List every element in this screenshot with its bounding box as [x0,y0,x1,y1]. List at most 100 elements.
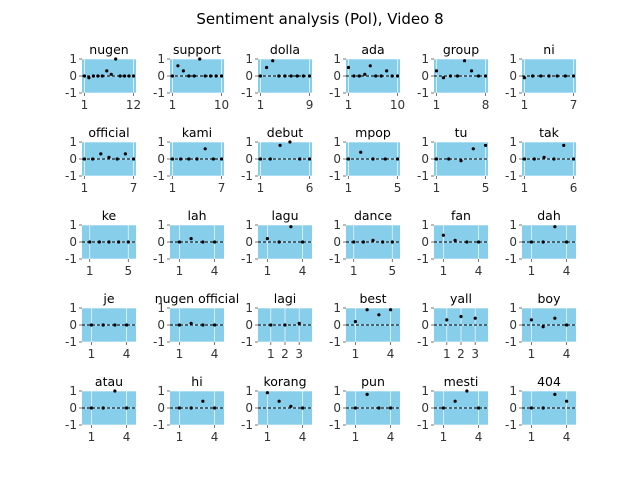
x-tick-label: 1 [528,430,536,444]
data-point [89,406,93,410]
data-point [346,65,351,70]
x-tick-label: 4 [211,264,219,278]
x-tick-label: 1 [528,347,536,361]
panel-title: nugen official [155,291,240,306]
y-tick-label: 1 [69,218,77,232]
panel-10: mpop -1 0 1 1 5 [329,125,401,195]
data-point [219,157,224,161]
data-point [447,157,451,161]
data-point [82,157,87,161]
panel-title: dance [354,208,392,223]
data-point [552,157,556,161]
data-point [277,74,281,78]
y-tick-label: 1 [245,301,253,315]
data-point [390,74,394,78]
data-point [101,406,105,410]
x-tick-label: 4 [299,430,307,444]
data-point [268,157,272,161]
data-point [459,314,463,319]
x-tick-label: 1 [176,264,184,278]
x-tick-label: 1 [81,181,89,195]
data-point [455,74,460,78]
data-point [301,406,305,410]
x-tick-label: 2 [281,347,289,361]
data-point [565,399,569,403]
y-tick-label: 0 [69,152,77,166]
data-point [571,74,576,78]
data-point [363,72,367,76]
data-point [353,320,357,324]
y-tick-label: 1 [333,52,341,66]
data-point [563,74,567,78]
data-point [82,74,87,78]
x-tick-label: 4 [123,430,131,444]
y-tick-label: 1 [333,135,341,149]
x-tick-label: 1 [352,430,360,444]
data-point [389,308,393,312]
x-tick-label: 1 [257,98,265,112]
panel-26: hi -1 0 1 1 4 [153,374,224,444]
data-point [395,157,400,161]
data-point [553,225,557,229]
y-tick-label: -1 [153,252,165,266]
y-tick-label: -1 [241,169,253,183]
data-point [213,240,217,244]
data-point [359,150,363,154]
y-tick-label: -1 [153,86,165,100]
data-point [107,155,111,159]
data-point [91,74,95,78]
panel-5: group -1 0 1 1 8 [417,42,489,112]
y-tick-label: 0 [69,235,77,249]
y-tick-label: 0 [69,69,77,83]
data-point [453,399,457,403]
panel-title: tu [455,125,468,140]
panel-title: fan [451,208,471,223]
y-tick-label: 1 [421,301,429,315]
data-point [390,240,394,244]
data-point [264,65,269,70]
data-point [258,157,263,161]
y-tick-label: -1 [505,169,517,183]
panel-28: pun -1 0 1 1 4 [329,374,400,444]
data-point [289,74,293,78]
x-tick-label: 6 [570,181,578,195]
y-tick-label: 1 [69,301,77,315]
panel-title: best [359,291,386,306]
y-tick-label: 0 [333,152,341,166]
data-point [301,74,306,78]
x-tick-label: 7 [570,98,578,112]
y-tick-label: -1 [65,252,77,266]
x-tick-label: 1 [264,264,272,278]
y-tick-label: 0 [157,235,165,249]
data-point [288,140,292,144]
data-point [125,323,129,327]
x-tick-label: 8 [482,98,490,112]
data-point [107,240,111,244]
y-tick-label: 0 [509,69,517,83]
x-tick-label: 7 [130,181,138,195]
data-point [213,323,217,327]
y-tick-label: 0 [421,69,429,83]
y-tick-label: 0 [333,318,341,332]
data-point [117,240,121,244]
data-point [379,74,383,78]
data-point [445,318,449,322]
x-tick-label: 4 [563,264,571,278]
data-point [101,323,105,327]
x-tick-label: 1 [352,347,360,361]
x-tick-label: 1 [176,430,184,444]
y-tick-label: 1 [509,384,517,398]
data-point [565,323,569,327]
y-tick-label: -1 [241,86,253,100]
y-tick-label: 0 [245,401,253,415]
y-tick-label: 0 [509,152,517,166]
panel-title: kami [182,125,212,140]
data-point [176,64,180,68]
x-tick-label: 1 [176,347,184,361]
x-tick-label: 6 [306,181,314,195]
y-tick-label: 0 [245,235,253,249]
y-tick-label: -1 [65,86,77,100]
panel-16: dance -1 0 1 1 5 [329,208,400,278]
